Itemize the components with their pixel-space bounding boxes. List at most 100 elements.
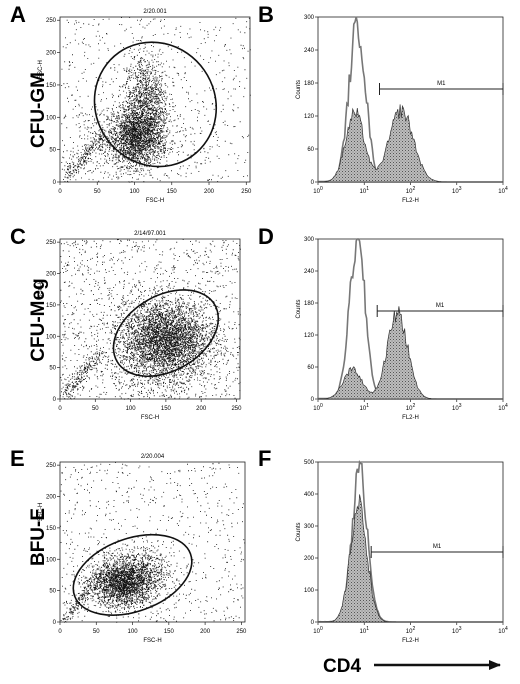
x-axis-label: FL2-H bbox=[402, 198, 419, 204]
tick-label: 100 bbox=[313, 403, 323, 412]
tick-label: 240 bbox=[304, 48, 315, 54]
tick-label: 0 bbox=[53, 180, 57, 186]
tick-label: 100 bbox=[313, 186, 323, 195]
tick-label: 150 bbox=[46, 83, 57, 89]
tick-label: 200 bbox=[204, 189, 215, 195]
sample-label: 2/20.004 bbox=[141, 454, 165, 460]
tick-label: 50 bbox=[93, 629, 100, 635]
panel-letter: C bbox=[10, 224, 26, 249]
plot-frame bbox=[59, 16, 251, 183]
y-axis-label: Counts bbox=[296, 522, 302, 541]
tick-label: 0 bbox=[58, 629, 62, 635]
scatter-points bbox=[60, 462, 246, 623]
tick-label: 102 bbox=[406, 403, 416, 412]
m1-marker: M1 bbox=[376, 303, 504, 317]
tick-label: 103 bbox=[452, 626, 462, 635]
tick-label: 240 bbox=[304, 269, 315, 275]
tick-label: 300 bbox=[304, 15, 315, 21]
tick-label: 102 bbox=[406, 186, 416, 195]
tick-label: 102 bbox=[406, 626, 416, 635]
tick-label: 500 bbox=[304, 460, 315, 466]
tick-label: 200 bbox=[196, 406, 207, 412]
m1-marker: M1 bbox=[370, 544, 504, 558]
tick-label: 250 bbox=[231, 406, 242, 412]
tick-label: 150 bbox=[164, 629, 175, 635]
y-axis-label: SSC-H bbox=[38, 503, 44, 522]
tick-label: 300 bbox=[304, 237, 315, 243]
tick-label: 100 bbox=[304, 588, 315, 594]
m1-label: M1 bbox=[437, 81, 446, 87]
tick-label: 100 bbox=[46, 557, 57, 563]
tick-label: 100 bbox=[128, 629, 139, 635]
tick-label: 200 bbox=[46, 495, 57, 501]
tick-label: 150 bbox=[161, 406, 172, 412]
tick-label: 100 bbox=[130, 189, 141, 195]
m1-label: M1 bbox=[436, 303, 445, 309]
gate-ellipse bbox=[93, 41, 218, 168]
panel-d: D 100 101 102 103 104 0 60 120 180 240 300 FL2-H Coun… bbox=[258, 224, 508, 421]
gate-ellipse bbox=[112, 289, 220, 378]
tick-label: 250 bbox=[46, 463, 57, 469]
x-axis-label: FSC-H bbox=[146, 198, 164, 204]
tick-label: 100 bbox=[46, 115, 57, 121]
histogram-filled bbox=[318, 306, 503, 400]
panel-c: C CFU-Meg 0 50 100 150 200 250 0 50 100 150 200 250 FS… bbox=[10, 224, 242, 421]
tick-label: 104 bbox=[498, 186, 508, 195]
gate-ellipse bbox=[72, 533, 193, 616]
tick-label: 104 bbox=[498, 403, 508, 412]
tick-label: 0 bbox=[58, 406, 62, 412]
tick-label: 103 bbox=[452, 403, 462, 412]
tick-label: 50 bbox=[92, 406, 99, 412]
tick-label: 250 bbox=[236, 629, 247, 635]
cd4-label: CD4 bbox=[323, 656, 361, 677]
tick-label: 50 bbox=[49, 366, 56, 372]
tick-label: 200 bbox=[304, 556, 315, 562]
panel-letter: B bbox=[258, 2, 274, 27]
panel-b: B 100 101 102 103 104 0 60 120 180 240 300 FL2-H Coun… bbox=[258, 2, 508, 204]
scatter-dots bbox=[60, 462, 246, 623]
tick-label: 60 bbox=[307, 147, 314, 153]
x-axis-label: FSC-H bbox=[141, 415, 159, 421]
tick-label: 150 bbox=[46, 303, 57, 309]
histogram-filled bbox=[318, 104, 503, 183]
tick-label: 100 bbox=[313, 626, 323, 635]
tick-label: 120 bbox=[304, 114, 315, 120]
sample-label: 2/20.001 bbox=[143, 9, 167, 15]
tick-label: 120 bbox=[304, 333, 315, 339]
tick-label: 200 bbox=[46, 272, 57, 278]
plot-frame bbox=[59, 238, 241, 400]
tick-label: 0 bbox=[53, 397, 57, 403]
row-label: BFU-E bbox=[28, 508, 49, 566]
m1-label: M1 bbox=[433, 544, 442, 550]
row-label: CFU-GM bbox=[28, 72, 49, 148]
tick-label: 100 bbox=[126, 406, 137, 412]
tick-label: 250 bbox=[46, 18, 57, 24]
tick-label: 200 bbox=[46, 51, 57, 57]
tick-label: 50 bbox=[49, 589, 56, 595]
plot-frame bbox=[59, 461, 246, 623]
x-axis-label: FSC-H bbox=[143, 638, 161, 644]
panel-letter: D bbox=[258, 224, 274, 249]
tick-label: 150 bbox=[46, 526, 57, 532]
y-axis-label: SSC-H bbox=[38, 60, 44, 79]
tick-label: 101 bbox=[360, 186, 370, 195]
tick-label: 101 bbox=[360, 626, 370, 635]
x-axis-label: FL2-H bbox=[402, 638, 419, 644]
panel-letter: A bbox=[10, 2, 26, 27]
panel-e: E BFU-E 0 50 100 150 200 250 0 50 100 150 200 250 FSC-… bbox=[10, 446, 247, 644]
tick-label: 180 bbox=[304, 301, 315, 307]
tick-label: 150 bbox=[167, 189, 178, 195]
histogram-filled bbox=[318, 494, 503, 623]
tick-label: 0 bbox=[311, 397, 315, 403]
panel-letter: E bbox=[10, 446, 25, 471]
tick-label: 0 bbox=[53, 620, 57, 626]
tick-label: 0 bbox=[311, 180, 315, 186]
tick-label: 50 bbox=[49, 148, 56, 154]
tick-label: 180 bbox=[304, 81, 315, 87]
panel-a: A CFU-GM 0 50 100 150 200 250 0 50 100 150 200 250 FSC… bbox=[10, 2, 252, 204]
tick-label: 50 bbox=[94, 189, 101, 195]
tick-label: 60 bbox=[307, 365, 314, 371]
x-axis-label: FL2-H bbox=[402, 415, 419, 421]
